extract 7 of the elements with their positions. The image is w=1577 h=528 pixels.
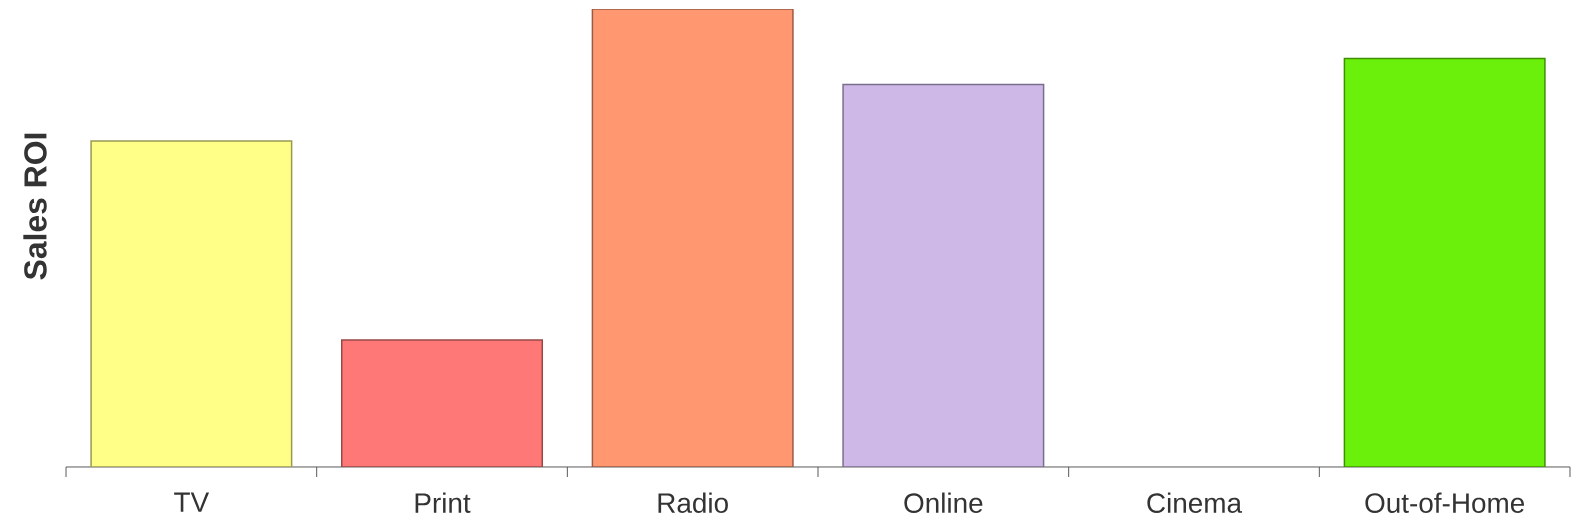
x-tick-label: TV bbox=[174, 492, 210, 512]
y-axis-title: Sales ROI bbox=[23, 133, 47, 280]
x-tick-label: Online bbox=[904, 492, 983, 513]
x-tick-label: Out-of-Home bbox=[1365, 492, 1525, 513]
x-tick-label: Cinema bbox=[1147, 492, 1243, 513]
x-tick-label: Print bbox=[415, 492, 471, 513]
x-tick-label: Radio bbox=[658, 492, 728, 513]
